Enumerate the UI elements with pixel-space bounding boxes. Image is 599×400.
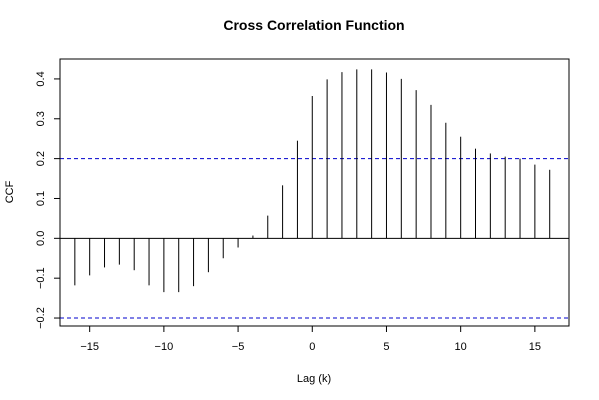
x-tick-label: 10 bbox=[455, 341, 467, 353]
plot-area bbox=[59, 58, 570, 327]
y-tick-label: 0.1 bbox=[35, 191, 47, 206]
y-tick-label: 0.3 bbox=[35, 111, 47, 126]
bars-layer bbox=[60, 69, 569, 319]
plot-frame bbox=[59, 58, 570, 327]
x-tick-label: −10 bbox=[155, 341, 174, 353]
y-tick-label: 0.2 bbox=[35, 151, 47, 166]
x-axis-label: Lag (k) bbox=[297, 373, 331, 385]
y-tick-label: −0.2 bbox=[35, 307, 47, 329]
x-axis: −15 −10 −5 0 5 10 15 bbox=[80, 325, 541, 353]
y-tick-label: −0.1 bbox=[35, 267, 47, 289]
x-tick-label: −5 bbox=[232, 341, 245, 353]
x-tick-label: 15 bbox=[529, 341, 541, 353]
y-tick-label: 0.0 bbox=[35, 231, 47, 246]
x-tick-label: −15 bbox=[80, 341, 99, 353]
chart-title: Cross Correlation Function bbox=[223, 17, 404, 33]
x-tick-label: 5 bbox=[383, 341, 389, 353]
x-tick-label: 0 bbox=[309, 341, 315, 353]
y-tick-label: 0.4 bbox=[35, 71, 47, 86]
y-axis-label: CCF bbox=[4, 180, 16, 203]
y-axis: −0.2 −0.1 0.0 0.1 0.2 0.3 0.4 bbox=[35, 71, 61, 329]
